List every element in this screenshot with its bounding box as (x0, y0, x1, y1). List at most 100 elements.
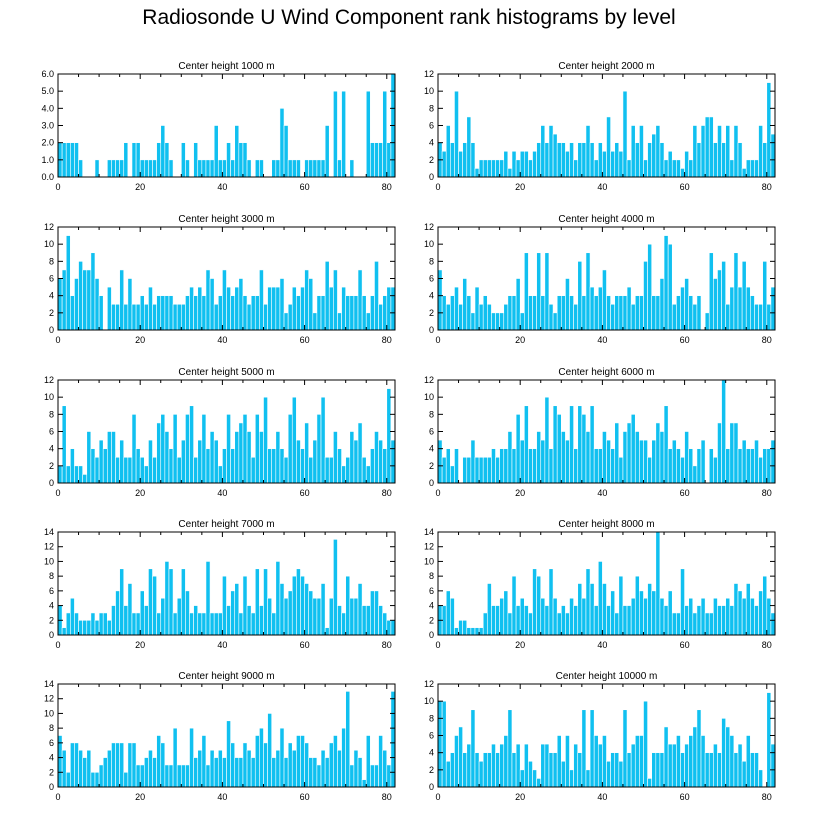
histogram-bar (291, 575, 297, 636)
histogram-bar (708, 116, 714, 178)
histogram-bar (478, 303, 484, 331)
y-tick-label: 4 (49, 601, 54, 611)
histogram-bar (74, 278, 79, 331)
histogram-bar (667, 590, 673, 636)
page-title: Radiosonde U Wind Component rank histogr… (142, 6, 676, 29)
histogram-bar (750, 295, 755, 331)
histogram-bar (382, 90, 388, 178)
histogram-bar (655, 752, 661, 788)
histogram-bar (515, 743, 521, 788)
histogram-bar (667, 743, 673, 788)
histogram-bar (74, 612, 79, 636)
histogram-bar (333, 90, 338, 178)
histogram-bar (111, 159, 116, 178)
x-tick-label: 20 (135, 640, 145, 650)
histogram-bar (86, 431, 92, 484)
histogram-bar (573, 743, 579, 788)
histogram-bar (524, 150, 529, 178)
histogram-bar (78, 465, 83, 484)
histogram-bar (622, 90, 628, 178)
histogram-bar (647, 778, 653, 788)
histogram-bar (312, 757, 318, 788)
histogram-bar (511, 295, 517, 331)
y-tick-label: 10 (44, 708, 54, 718)
histogram-bar (445, 590, 451, 636)
histogram-bar (458, 150, 463, 178)
y-tick-label: 12 (424, 542, 434, 552)
histogram-bar (70, 295, 75, 331)
histogram-bar (308, 159, 314, 178)
histogram-bar (209, 612, 215, 636)
histogram-bar (148, 439, 153, 484)
histogram-bar (745, 448, 751, 484)
histogram-bar (750, 752, 755, 788)
histogram-bar (507, 168, 513, 178)
panel-title: Center height 1000 m (178, 61, 274, 72)
histogram-bar (676, 295, 681, 331)
x-tick-label: 0 (435, 640, 440, 650)
histogram-bar (569, 405, 574, 484)
histogram-bar (168, 159, 174, 178)
histogram-bar (139, 295, 145, 331)
histogram-bar (569, 769, 574, 788)
histogram-bar (115, 303, 120, 331)
histogram-bar (296, 159, 301, 178)
histogram-bar (361, 295, 367, 331)
x-tick-label: 60 (300, 488, 310, 498)
histogram-bar (470, 142, 476, 178)
histogram-bar (82, 474, 88, 484)
histogram-bar (630, 414, 636, 484)
histogram-bar (713, 278, 718, 331)
histogram-bar (487, 583, 492, 636)
histogram-bar (762, 261, 768, 331)
histogram-bar (454, 90, 459, 178)
histogram-bar (365, 605, 371, 636)
histogram-bar (725, 597, 731, 636)
x-tick-label: 40 (597, 640, 607, 650)
histogram-bar (643, 159, 648, 178)
histogram-bar (296, 439, 301, 484)
histogram-bar (717, 269, 722, 331)
histogram-bar (349, 431, 355, 484)
histogram-bar (659, 278, 665, 331)
histogram-bar (663, 726, 669, 788)
histogram-bar (287, 414, 293, 484)
histogram-bar (283, 456, 289, 484)
histogram-bar (499, 743, 505, 788)
histogram-bar (283, 312, 289, 331)
y-tick-label: 8 (49, 409, 54, 419)
histogram-bar (300, 448, 305, 484)
y-tick-label: 2 (429, 155, 434, 165)
histogram-bar (119, 269, 125, 331)
histogram-bar (454, 448, 459, 484)
histogram-bar (378, 605, 383, 636)
histogram-bar (454, 627, 459, 636)
histogram-bar (115, 456, 120, 484)
histogram-bar (647, 456, 653, 484)
histogram-bar (78, 619, 83, 636)
histogram-bar (86, 269, 92, 331)
histogram-bar (189, 727, 194, 788)
histogram-bar (437, 439, 443, 484)
histogram-bar (474, 456, 480, 484)
histogram-bar (345, 295, 351, 331)
histogram-bar (312, 597, 318, 636)
y-tick-label: 12 (44, 222, 54, 232)
histogram-bar (275, 431, 281, 484)
histogram-bar (643, 700, 648, 788)
plot-frame (57, 531, 396, 636)
histogram-panel: Center height 9000 m 0 20 40 60 80 0 2 4 6 8 10 12 14 (44, 671, 396, 802)
histogram-bar (86, 619, 92, 636)
histogram-bar (474, 752, 480, 788)
x-tick-label: 60 (300, 335, 310, 345)
histogram-bar (478, 627, 484, 636)
histogram-bar (291, 286, 297, 331)
histogram-bar (450, 465, 455, 484)
histogram-bar (160, 295, 166, 331)
histogram-bar (676, 612, 681, 636)
histogram-bar (667, 243, 673, 331)
y-tick-label: 12 (44, 694, 54, 704)
histogram-bar (725, 448, 731, 484)
histogram-bar (647, 142, 653, 178)
panel-title: Center height 10000 m (556, 671, 658, 682)
